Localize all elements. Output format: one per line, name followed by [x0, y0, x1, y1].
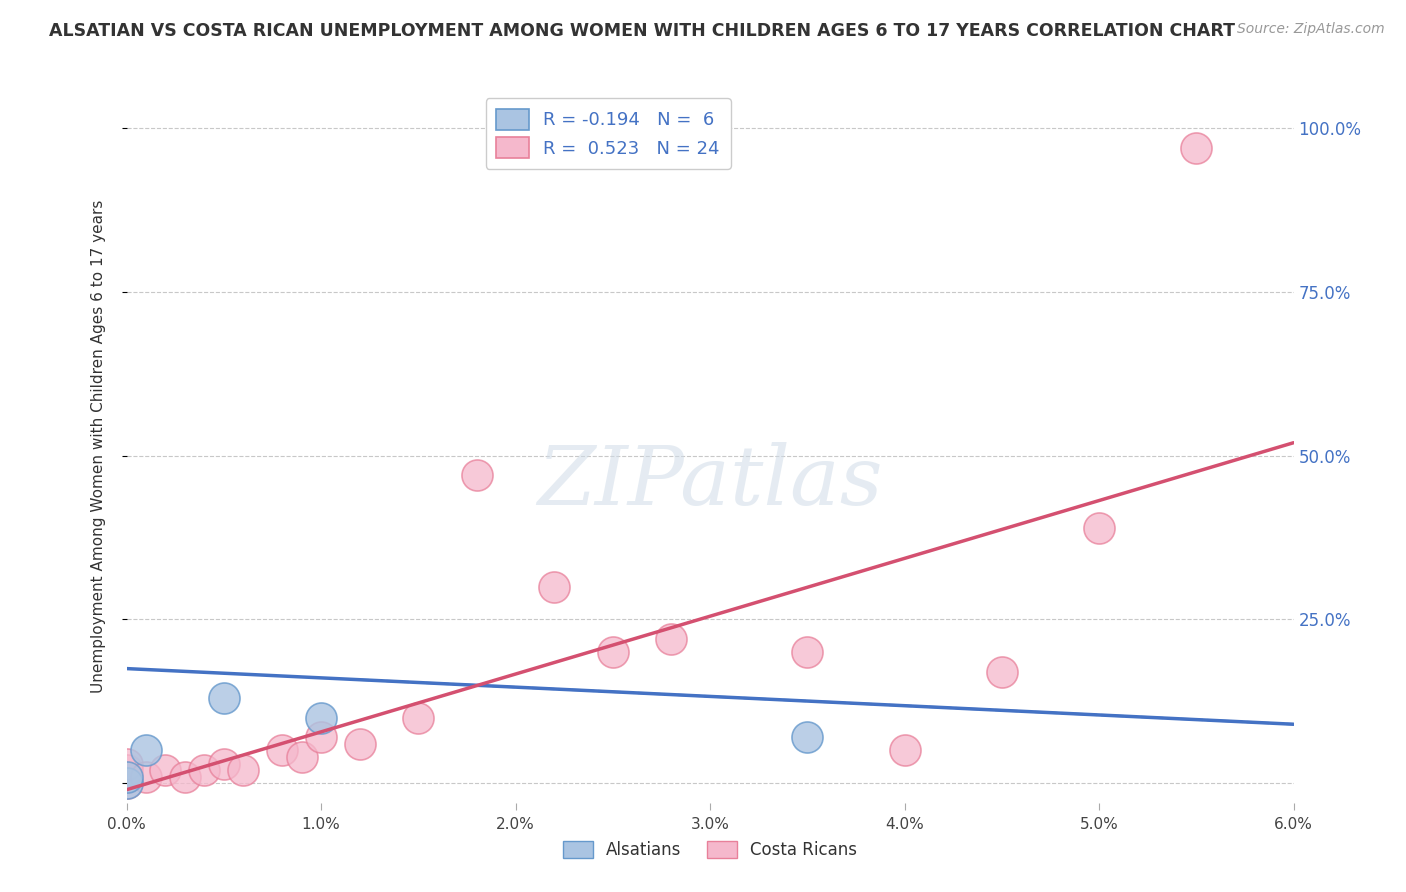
Point [465, 468, 488, 483]
Text: Source: ZipAtlas.com: Source: ZipAtlas.com [1237, 22, 1385, 37]
Point [115, 770, 138, 784]
Point [602, 645, 624, 659]
Point [232, 763, 254, 777]
Point [1088, 521, 1111, 535]
Point [893, 743, 915, 757]
Text: ZIPatlas: ZIPatlas [537, 442, 883, 522]
Point [990, 665, 1012, 679]
Point [309, 711, 332, 725]
Point [115, 776, 138, 790]
Y-axis label: Unemployment Among Women with Children Ages 6 to 17 years: Unemployment Among Women with Children A… [91, 199, 105, 693]
Point [174, 770, 197, 784]
Point [115, 756, 138, 771]
Point [309, 731, 332, 745]
Point [135, 770, 157, 784]
Point [193, 763, 215, 777]
Text: ALSATIAN VS COSTA RICAN UNEMPLOYMENT AMONG WOMEN WITH CHILDREN AGES 6 TO 17 YEAR: ALSATIAN VS COSTA RICAN UNEMPLOYMENT AMO… [49, 22, 1236, 40]
Legend: Alsatians, Costa Ricans: Alsatians, Costa Ricans [557, 834, 863, 866]
Point [115, 776, 138, 790]
Point [155, 763, 177, 777]
Point [212, 756, 235, 771]
Point [796, 731, 818, 745]
Point [1185, 141, 1208, 155]
Point [115, 763, 138, 777]
Point [349, 737, 371, 751]
Point [796, 645, 818, 659]
Point [408, 711, 430, 725]
Point [115, 770, 138, 784]
Point [135, 743, 157, 757]
Point [212, 691, 235, 706]
Point [543, 580, 565, 594]
Point [290, 750, 312, 764]
Point [659, 632, 682, 647]
Point [271, 743, 294, 757]
